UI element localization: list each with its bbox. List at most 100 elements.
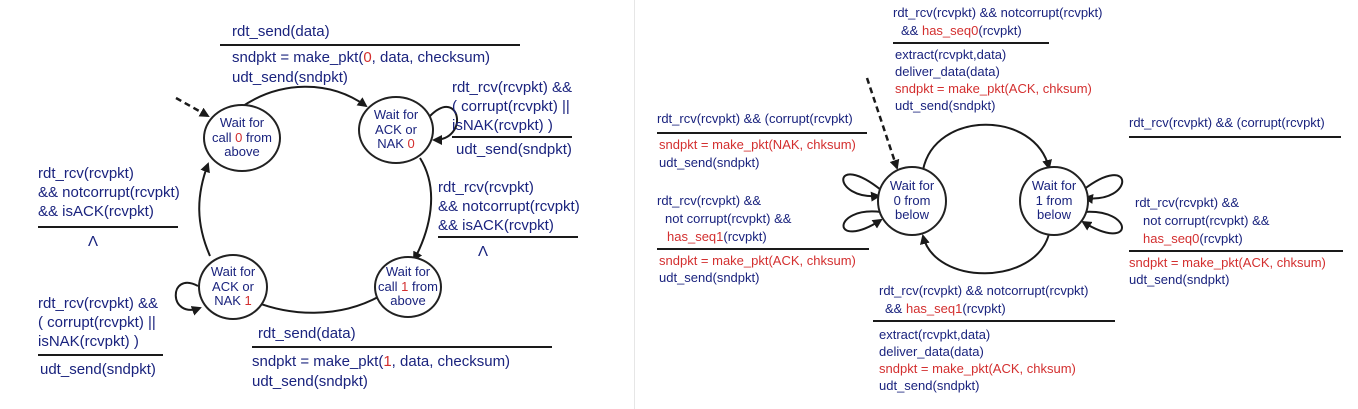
arrow-wait0-to-wait1 — [923, 125, 1049, 170]
transition-action: udt_send(sndpkt) — [1129, 273, 1229, 286]
seq-check: has_seq1 — [667, 229, 723, 244]
transition-action: sndpkt = make_pkt(NAK, chksum) — [659, 138, 856, 151]
transition-action: sndpkt = make_pkt(ACK, chksum) — [895, 82, 1092, 95]
transition-action: deliver_data(data) — [895, 65, 1000, 78]
transition-action: sndpkt = make_pkt(0, data, checksum) — [232, 50, 490, 65]
state-wait-ack-1: Wait for ACK or NAK 1 — [198, 254, 268, 320]
transition-action: sndpkt = make_pkt(ACK, chksum) — [1129, 256, 1326, 269]
state-line: 0 from — [894, 193, 931, 208]
arrow-ack0-to-call1 — [414, 158, 431, 260]
transition-event: ( corrupt(rcvpkt) || — [38, 315, 156, 330]
transition-event: && has_seq0(rcvpkt) — [901, 24, 1022, 37]
transition-event: rdt_rcv(rcvpkt) — [38, 166, 134, 181]
transition-divider — [657, 248, 869, 250]
lambda-action: Λ — [88, 234, 98, 249]
transition-event: rdt_rcv(rcvpkt) && (corrupt(rcvpkt) — [1129, 116, 1325, 129]
transition-divider — [38, 354, 163, 356]
action-seq-number: 0 — [363, 49, 371, 66]
seq-check: has_seq0 — [1143, 231, 1199, 246]
state-line: Wait for — [211, 264, 255, 279]
state-line: call — [378, 279, 401, 294]
action-text: , data, checksum) — [392, 353, 510, 370]
transition-event: && notcorrupt(rcvpkt) — [438, 199, 580, 214]
state-line: below — [1037, 207, 1071, 222]
transition-event: isNAK(rcvpkt) ) — [452, 118, 553, 133]
state-line: NAK — [214, 293, 244, 308]
state-wait-call-0: Wait for call 0 from above — [203, 104, 281, 172]
transition-action: udt_send(sndpkt) — [456, 142, 572, 157]
state-seq-number: 0 — [408, 136, 415, 151]
action-text: , data, checksum) — [372, 49, 490, 66]
transition-action: extract(rcvpkt,data) — [895, 48, 1006, 61]
transition-event: rdt_rcv(rcvpkt) && notcorrupt(rcvpkt) — [879, 284, 1089, 297]
transition-event: has_seq1(rcvpkt) — [667, 230, 767, 243]
transition-event: rdt_rcv(rcvpkt) — [438, 180, 534, 195]
transition-action: udt_send(sndpkt) — [252, 374, 368, 389]
transition-action: sndpkt = make_pkt(1, data, checksum) — [252, 354, 510, 369]
self-loop-wait1-lower — [1083, 212, 1122, 234]
transition-event: rdt_rcv(rcvpkt) && notcorrupt(rcvpkt) — [893, 6, 1103, 19]
state-line: from — [242, 130, 272, 145]
state-line: above — [224, 144, 259, 159]
transition-action: udt_send(sndpkt) — [659, 156, 759, 169]
transition-divider — [220, 44, 520, 46]
transition-action: sndpkt = make_pkt(ACK, chksum) — [659, 254, 856, 267]
transition-divider — [452, 136, 572, 138]
seq-check: has_seq0 — [922, 23, 978, 38]
transition-action: udt_send(sndpkt) — [879, 379, 979, 392]
transition-event: not corrupt(rcvpkt) && — [1143, 214, 1269, 227]
state-wait-call-1: Wait for call 1 from above — [374, 256, 442, 318]
state-line: Wait for — [374, 107, 418, 122]
seq-check: has_seq1 — [906, 301, 962, 316]
state-line: Wait for — [890, 178, 934, 193]
state-line: ACK or — [212, 279, 254, 294]
transition-divider — [873, 320, 1115, 322]
transition-action: deliver_data(data) — [879, 345, 984, 358]
initial-state-arrow — [867, 78, 897, 168]
event-text: (rcvpkt) — [978, 23, 1021, 38]
initial-state-arrow — [176, 98, 208, 116]
state-line: Wait for — [1032, 178, 1076, 193]
transition-event: rdt_rcv(rcvpkt) && — [1135, 196, 1239, 209]
transition-action: udt_send(sndpkt) — [895, 99, 995, 112]
transition-divider — [38, 226, 178, 228]
transition-action: extract(rcvpkt,data) — [879, 328, 990, 341]
transition-event: rdt_send(data) — [258, 326, 356, 341]
arrow-call1-to-ack1 — [246, 296, 380, 313]
state-line: below — [895, 207, 929, 222]
transition-event: ( corrupt(rcvpkt) || — [452, 99, 570, 114]
transition-event: && has_seq1(rcvpkt) — [885, 302, 1006, 315]
action-text: sndpkt = make_pkt( — [232, 49, 363, 66]
receiver-fsm-panel: Wait for 0 from below Wait for 1 from be… — [634, 0, 1358, 409]
transition-event: rdt_rcv(rcvpkt) && — [452, 80, 572, 95]
state-seq-number: 1 — [245, 293, 252, 308]
transition-event: isNAK(rcvpkt) ) — [38, 334, 139, 349]
transition-event: not corrupt(rcvpkt) && — [665, 212, 791, 225]
state-line: NAK — [377, 136, 407, 151]
transition-action: udt_send(sndpkt) — [659, 271, 759, 284]
transition-divider — [657, 132, 867, 134]
transition-divider — [252, 346, 552, 348]
event-text: && — [885, 301, 906, 316]
sender-fsm-panel: Wait for call 0 from above Wait for ACK … — [0, 0, 634, 409]
transition-divider — [1129, 136, 1341, 138]
state-wait-1-from-below: Wait for 1 from below — [1019, 166, 1089, 236]
transition-divider — [893, 42, 1049, 44]
transition-action: udt_send(sndpkt) — [232, 70, 348, 85]
transition-event: rdt_rcv(rcvpkt) && (corrupt(rcvpkt) — [657, 112, 853, 125]
transition-action: sndpkt = make_pkt(ACK, chksum) — [879, 362, 1076, 375]
state-line: 1 from — [1036, 193, 1073, 208]
self-loop-wait1-upper — [1083, 175, 1122, 198]
state-line: Wait for — [220, 115, 264, 130]
self-loop-wait0-upper — [843, 174, 881, 196]
transition-event: && notcorrupt(rcvpkt) — [38, 185, 180, 200]
action-text: sndpkt = make_pkt( — [252, 353, 383, 370]
state-line: above — [390, 293, 425, 308]
transition-divider — [438, 236, 578, 238]
arrow-call0-to-ack0 — [240, 87, 366, 108]
event-text: (rcvpkt) — [1199, 231, 1242, 246]
transition-event: rdt_rcv(rcvpkt) && — [38, 296, 158, 311]
event-text: && — [901, 23, 922, 38]
transition-action: udt_send(sndpkt) — [40, 362, 156, 377]
arrow-wait1-to-wait0 — [923, 234, 1049, 273]
